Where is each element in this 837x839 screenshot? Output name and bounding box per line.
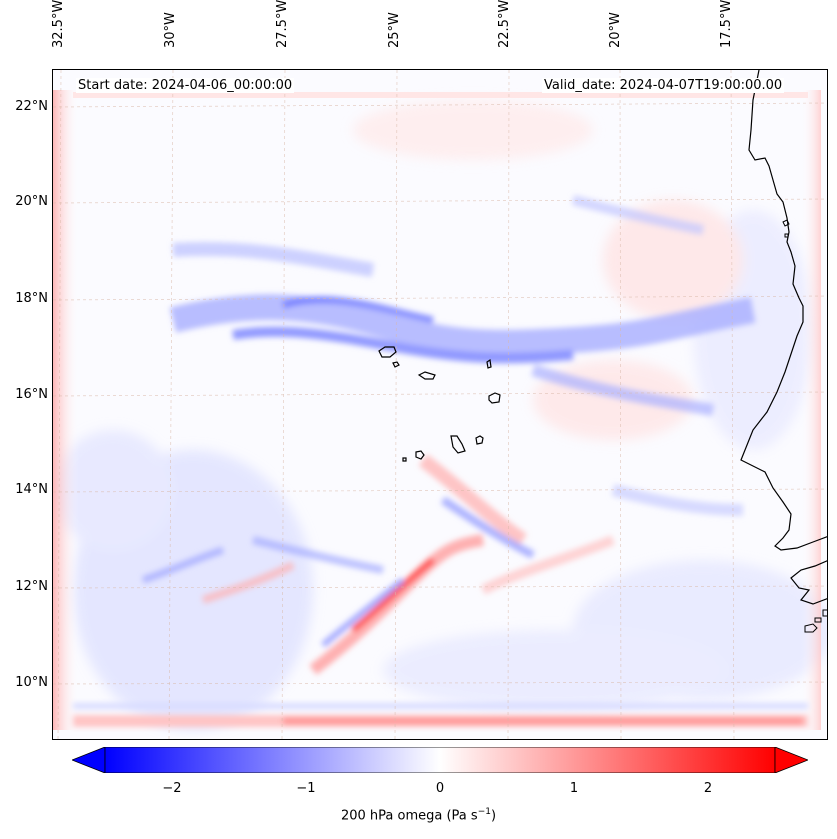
valid-date-label: Valid_date: 2024-04-07T19:00:00.00 <box>542 78 785 93</box>
lat-label-20n: 20°N <box>15 194 48 209</box>
lon-label-22-5w: 22.5°W <box>497 0 512 48</box>
colorbar-units-exponent: −1 <box>477 807 491 817</box>
omega-field-map <box>53 70 827 739</box>
island-sal <box>486 358 492 369</box>
colorbar-label: 200 hPa omega (Pa s−1) <box>340 807 497 824</box>
lat-label-22n: 22°N <box>15 99 48 114</box>
colorbar-tick-1: 1 <box>569 781 579 796</box>
central-streaks <box>141 454 744 675</box>
island-sao-vicente <box>392 361 400 368</box>
island-brava <box>402 457 407 462</box>
start-date-label: Start date: 2024-04-06_00:00:00 <box>76 78 295 93</box>
colorbar-tick-neg2: −2 <box>162 781 182 796</box>
bottom-boundary-strip <box>73 703 808 727</box>
top-boundary-strip <box>73 92 808 98</box>
colorbar-units: Pa s <box>451 808 478 824</box>
ascent-band <box>169 195 756 416</box>
island-santiago <box>450 435 466 454</box>
bijagos-islands <box>804 609 827 633</box>
colorbar-tick-0: 0 <box>435 781 445 796</box>
lat-label-18n: 18°N <box>15 291 48 306</box>
lon-label-25w: 25°W <box>387 12 402 48</box>
lat-label-10n: 10°N <box>15 675 48 690</box>
colorbar-body <box>104 747 776 773</box>
map-panel[interactable] <box>52 69 828 740</box>
lat-label-12n: 12°N <box>15 579 48 594</box>
north-coast-islands <box>782 219 790 238</box>
lon-label-20w: 20°W <box>608 12 623 48</box>
colorbar-variable: 200 hPa omega <box>340 808 443 824</box>
colorbar-tick-neg1: −1 <box>296 781 316 796</box>
colorbar-extend-low <box>72 747 106 773</box>
island-santo-antao <box>378 346 397 358</box>
island-fogo <box>415 450 425 460</box>
graticule <box>53 70 827 739</box>
africa-coastline <box>740 70 827 551</box>
colorbar-extend-high <box>774 747 808 773</box>
lat-label-16n: 16°N <box>15 387 48 402</box>
lat-label-14n: 14°N <box>15 482 48 497</box>
colorbar-tick-2: 2 <box>703 781 713 796</box>
island-sao-nicolau <box>417 371 436 380</box>
lon-label-17-5w: 17.5°W <box>719 0 734 48</box>
background-field <box>53 100 827 730</box>
cape-verde-islands <box>378 346 501 462</box>
africa-coastline-south <box>790 560 827 605</box>
lon-label-30w: 30°W <box>163 12 178 48</box>
lon-label-32-5w: 32.5°W <box>51 0 66 48</box>
colorbar <box>72 747 808 773</box>
lon-label-27-5w: 27.5°W <box>275 0 290 48</box>
island-boa-vista <box>488 392 501 404</box>
right-boundary-strip <box>801 90 821 730</box>
left-boundary-strip <box>53 90 79 730</box>
island-maio <box>475 435 484 445</box>
